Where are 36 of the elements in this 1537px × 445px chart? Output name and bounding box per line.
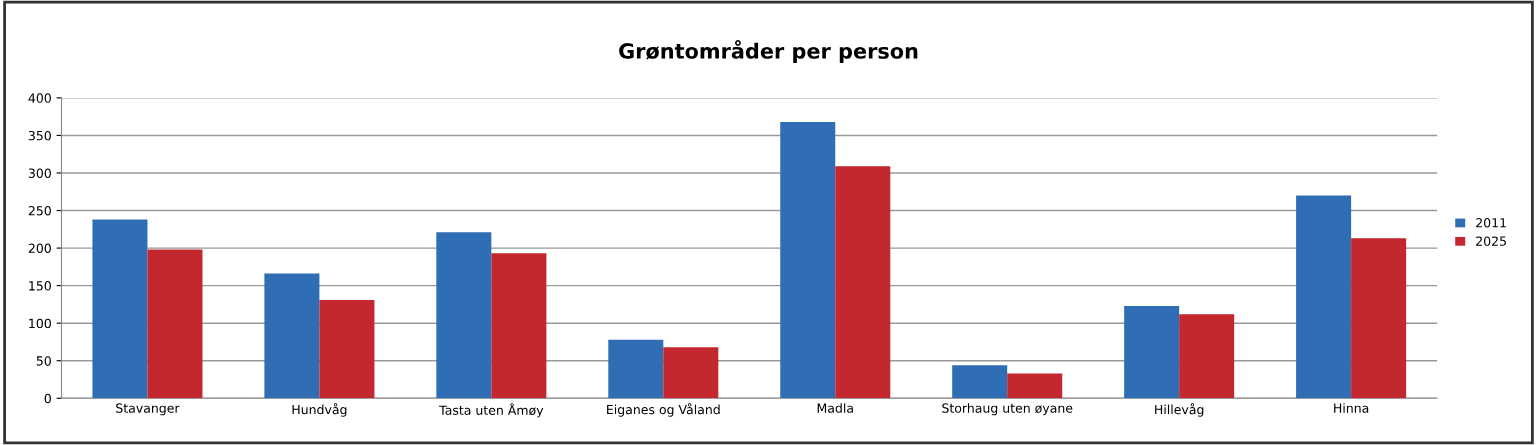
chart-title: Grøntområder per person	[619, 40, 918, 63]
bar	[1179, 314, 1235, 399]
y-tick-label: 0	[44, 393, 51, 404]
bar	[1124, 305, 1180, 399]
y-tick-label: 200	[28, 243, 51, 254]
bar	[436, 232, 492, 399]
y-tick-label: 350	[28, 130, 51, 141]
bar	[952, 365, 1008, 399]
x-tick-label: Madla	[817, 403, 853, 413]
x-tick-label: Hinna	[1334, 403, 1369, 413]
x-tick-label: Hundvåg	[292, 403, 347, 417]
bar	[1296, 195, 1352, 399]
y-tick-label: 150	[29, 281, 51, 291]
bar	[491, 253, 547, 399]
y-tick-label: 400	[28, 93, 51, 103]
y-tick-label: 300	[28, 168, 51, 178]
bar	[608, 339, 664, 399]
y-tick-label: 100	[29, 318, 51, 329]
x-tick-label: Storhaug uten øyane	[942, 403, 1073, 416]
bar	[319, 299, 375, 399]
bar	[92, 219, 148, 399]
bar	[264, 273, 320, 399]
bar	[835, 166, 891, 399]
x-tick-label: Tasta uten Åmøy	[439, 403, 544, 418]
y-tick-label: 50	[36, 356, 51, 366]
legend-label: 2025	[1476, 236, 1506, 246]
y-tick-label: 250	[28, 206, 51, 216]
x-tick-label: Stavanger	[116, 403, 180, 416]
bar	[663, 347, 719, 399]
bar	[147, 249, 203, 399]
x-tick-label: Hillevåg	[1155, 403, 1204, 417]
bar	[780, 121, 836, 399]
bar	[1351, 238, 1407, 399]
legend-label: 2011	[1476, 218, 1506, 228]
x-tick-label: Eiganes og Våland	[607, 403, 720, 417]
bar	[1007, 373, 1063, 399]
